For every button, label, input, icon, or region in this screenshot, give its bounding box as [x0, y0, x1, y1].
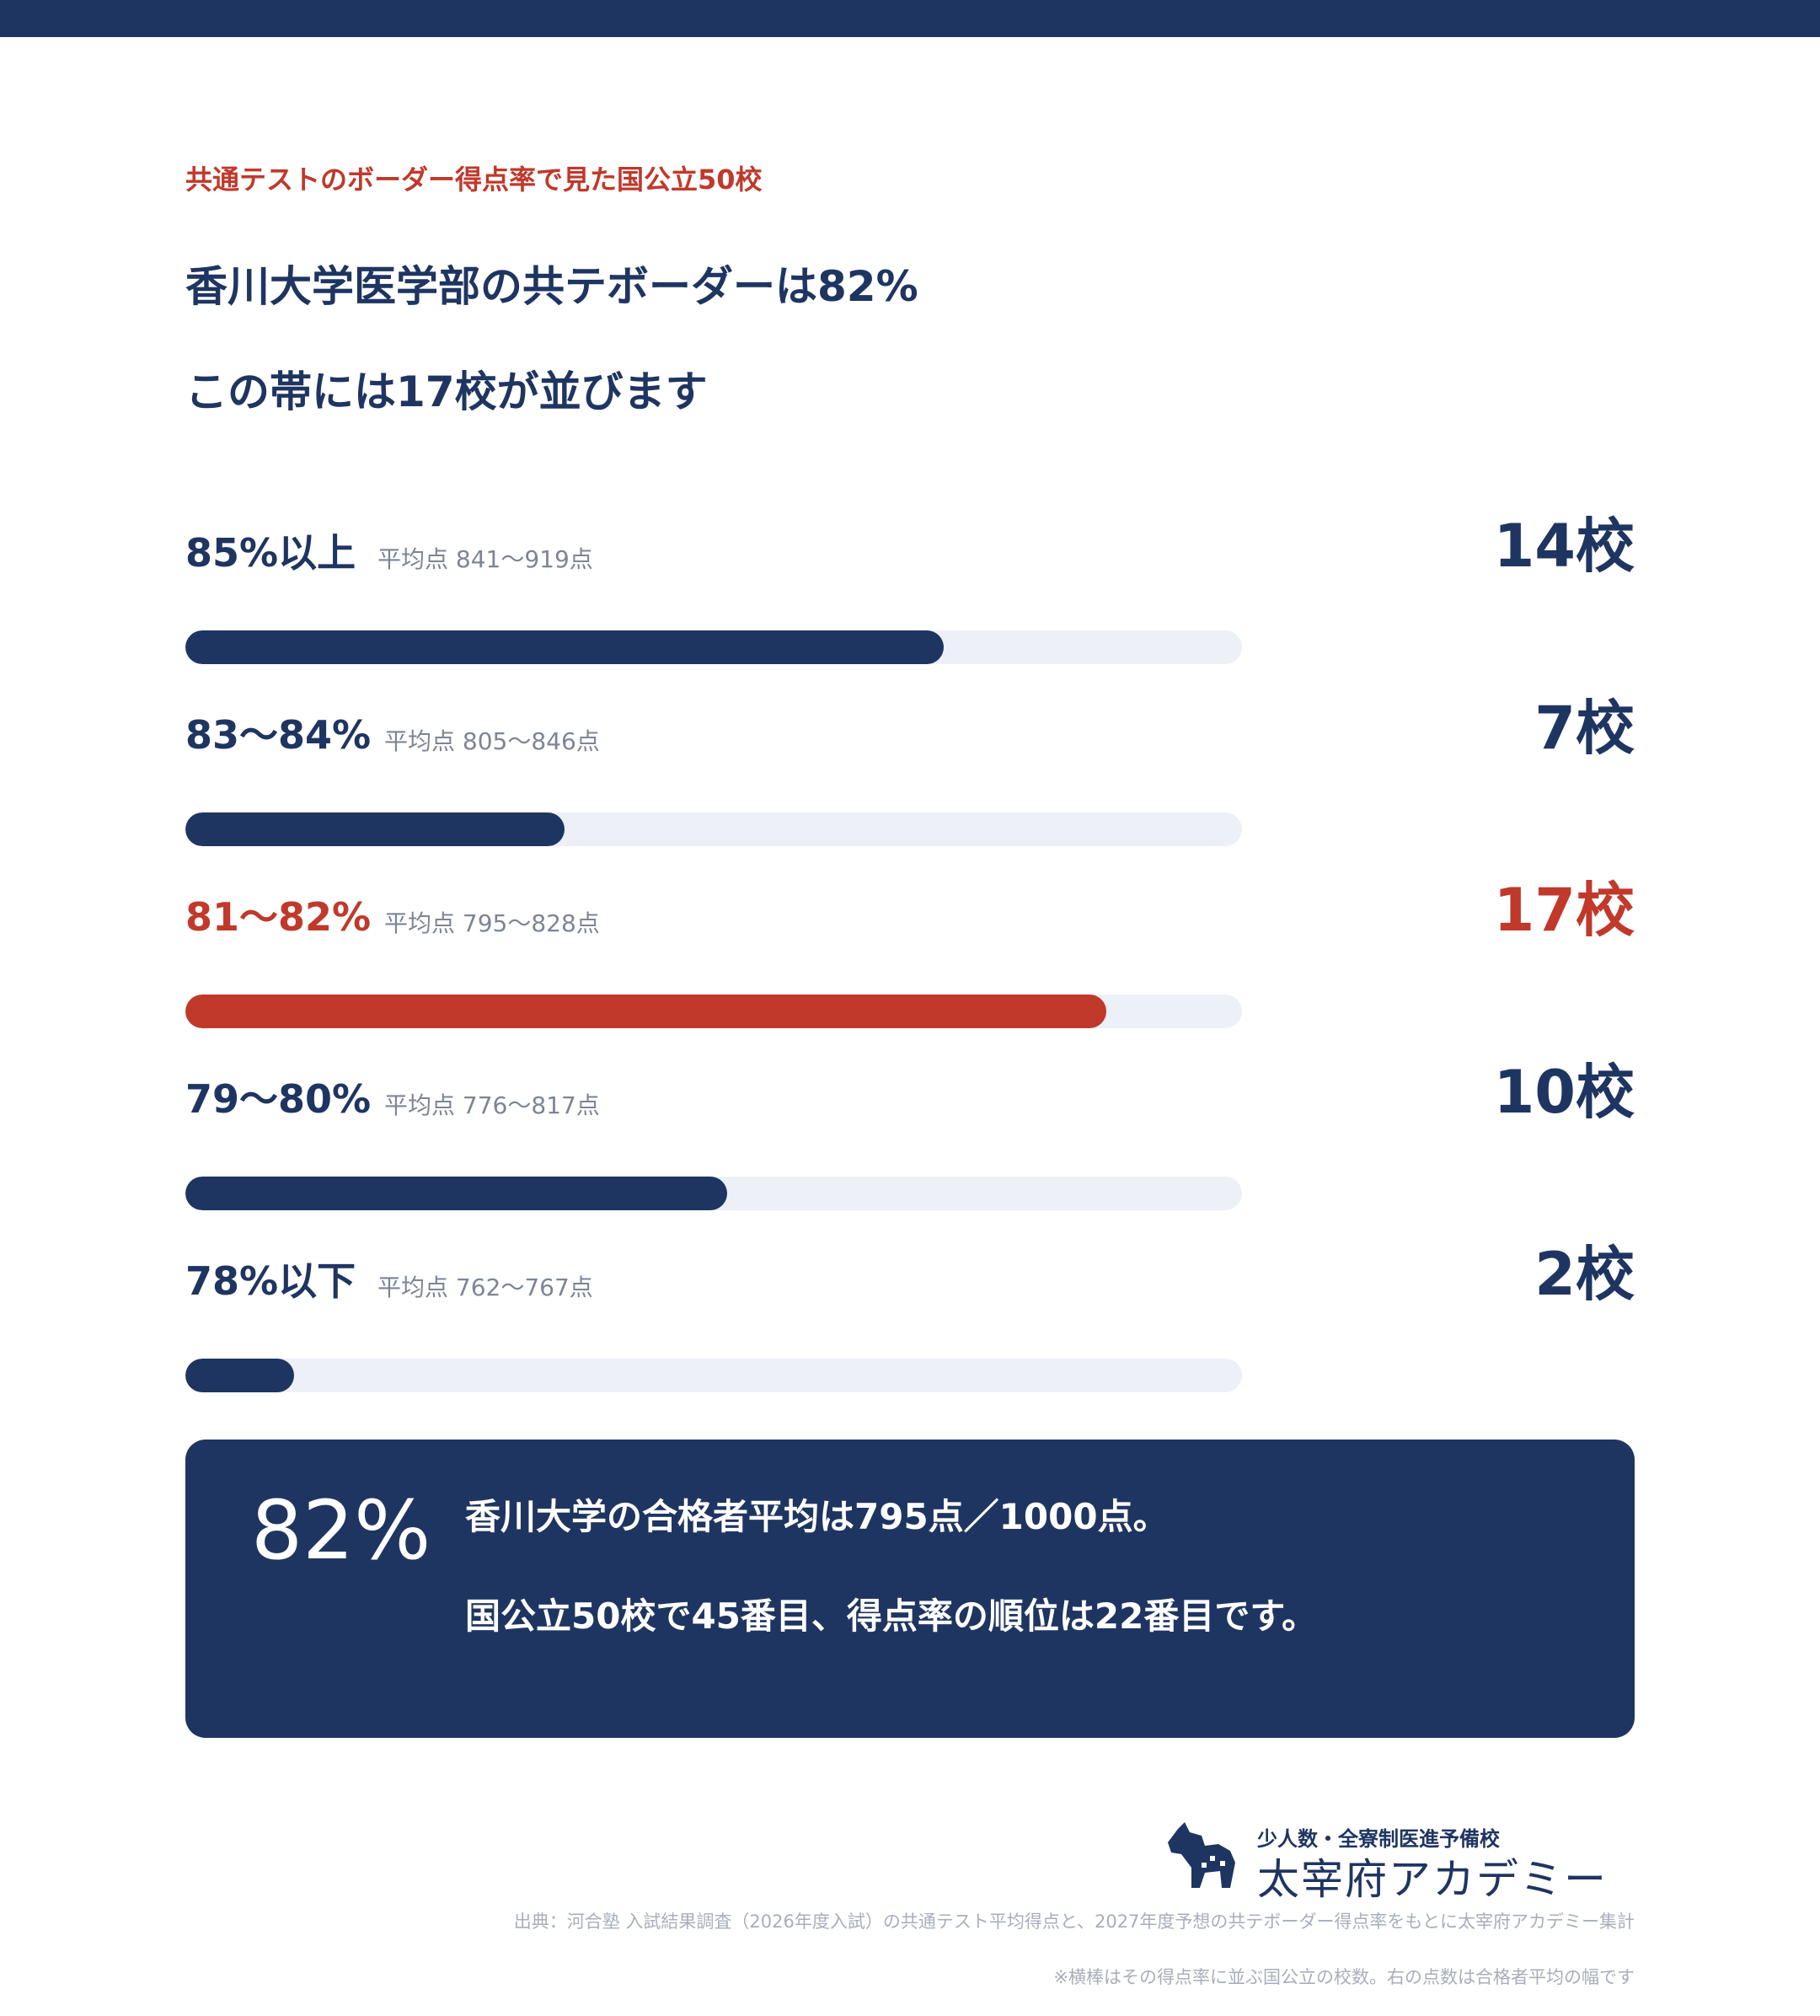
value-label: 2校	[1534, 1240, 1635, 1309]
average-range-label: 平均点 805〜846点	[384, 727, 600, 755]
top-accent-bar	[0, 0, 1820, 37]
bar-row-81-82: 81〜82% 平均点 795〜828点 17校	[0, 876, 1820, 1055]
bar-fill-81-82	[185, 995, 1107, 1028]
average-range-label: 平均点 795〜828点	[384, 909, 600, 937]
source-note: 出典：河合塾 入試結果調査（2026年度入試）の共通テスト平均得点と、2027年…	[513, 1911, 1635, 1932]
bar-fill-83-84	[185, 812, 565, 846]
bar-row-79-80: 79〜80% 平均点 776〜817点 10校	[0, 1058, 1820, 1237]
value-label: 10校	[1493, 1058, 1635, 1127]
logo-name: 太宰府アカデミー	[1257, 1855, 1608, 1904]
bar-fill-79-80	[185, 1177, 728, 1210]
value-label: 17校	[1493, 876, 1635, 945]
headline-count: この帯には17校が並びます	[185, 367, 708, 416]
average-range-label: 平均点 776〜817点	[384, 1091, 600, 1119]
callout-percentage: 82%	[251, 1483, 431, 1578]
bar-track	[185, 812, 1242, 846]
category-label: 83〜84%	[185, 712, 372, 758]
bar-row-78-under: 78%以下 平均点 762〜767点 2校	[0, 1240, 1820, 1419]
bar-track	[185, 995, 1242, 1028]
bar-row-85-plus: 85%以上 平均点 841〜919点 14校	[0, 512, 1820, 691]
summary-callout: 82% 香川大学の合格者平均は795点／1000点。 国公立50校で45番目、得…	[185, 1440, 1635, 1738]
explanatory-note: ※横棒はその得点率に並ぶ国公立の校数。右の点数は合格者平均の幅です	[1053, 1967, 1635, 1987]
brand-logo: 少人数・全寮制医進予備校 太宰府アカデミー	[1163, 1812, 1635, 1904]
callout-rank-text: 国公立50校で45番目、得点率の順位は22番目です。	[465, 1595, 1318, 1637]
average-range-label: 平均点 841〜919点	[377, 545, 593, 573]
bar-fill-78-under	[185, 1359, 294, 1392]
callout-average-text: 香川大学の合格者平均は795点／1000点。	[465, 1496, 1169, 1537]
category-label: 78%以下	[185, 1258, 356, 1304]
bar-fill-85-plus	[185, 630, 945, 664]
headline-border: 香川大学医学部の共テボーダーは82%	[185, 262, 918, 311]
category-label: 79〜80%	[185, 1076, 372, 1122]
bar-track	[185, 630, 1242, 664]
bar-track	[185, 1177, 1242, 1210]
category-label: 85%以上	[185, 530, 356, 576]
logo-tagline: 少人数・全寮制医進予備校	[1257, 1826, 1500, 1851]
bar-row-83-84: 83〜84% 平均点 805〜846点 7校	[0, 694, 1820, 873]
value-label: 7校	[1534, 694, 1635, 763]
bar-track	[185, 1359, 1242, 1392]
average-range-label: 平均点 762〜767点	[377, 1273, 593, 1301]
dog-icon	[1168, 1822, 1235, 1888]
value-label: 14校	[1493, 512, 1635, 581]
chart-kicker: 共通テストのボーダー得点率で見た国公立50校	[185, 164, 763, 196]
category-label: 81〜82%	[185, 894, 372, 940]
